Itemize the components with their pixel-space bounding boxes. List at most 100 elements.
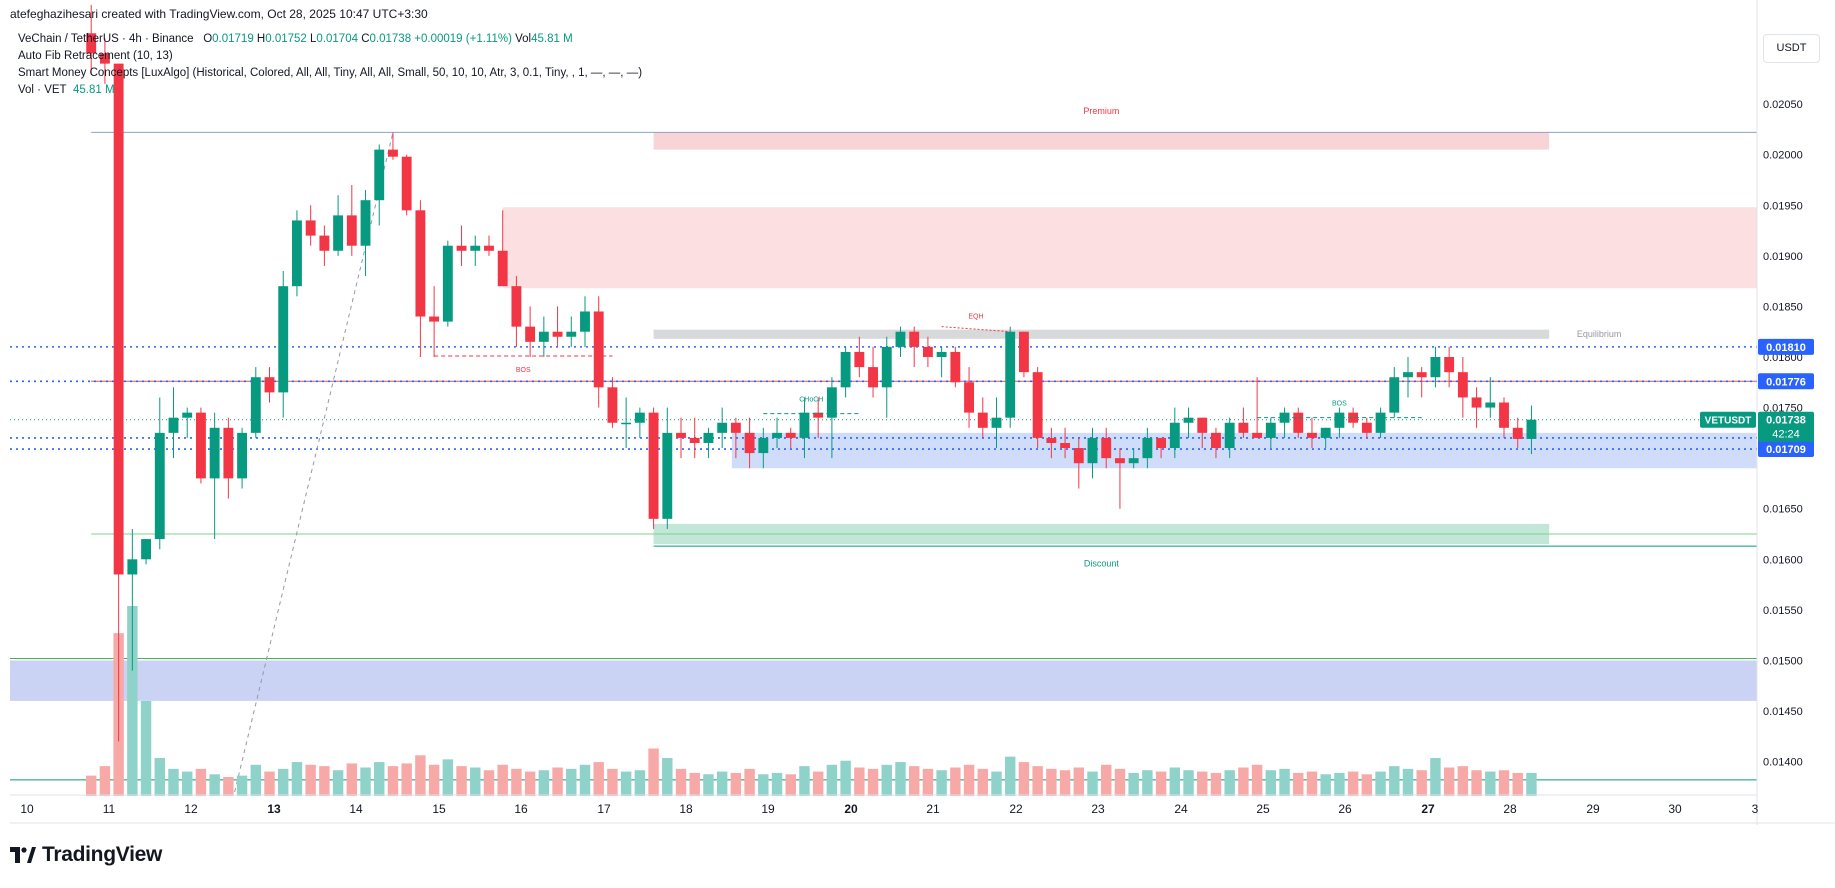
time-tick-label: 15 [432, 802, 446, 816]
volume-bar [223, 777, 234, 796]
volume-bar [1485, 771, 1496, 796]
symbol-title[interactable]: VeChain / TetherUS · 4h · Binance [18, 33, 194, 45]
volume-bar [675, 768, 687, 796]
candle-body [346, 215, 357, 246]
symbol-legend[interactable]: VeChain / TetherUS · 4h · Binance O0.017… [18, 33, 573, 45]
volume-bar [209, 774, 220, 796]
volume-bar [1293, 772, 1304, 796]
candle-body [1238, 422, 1249, 433]
candle-body [1348, 412, 1359, 423]
symbol-badge-label: VETUSDT [1705, 416, 1752, 427]
currency-button[interactable]: USDT [1763, 34, 1820, 63]
candle-body [264, 377, 275, 393]
volume-bar [662, 758, 673, 796]
candle-body [621, 422, 632, 425]
volume-bar [415, 755, 426, 796]
candle-body [593, 311, 604, 388]
demand-zone [731, 432, 1757, 469]
volume-bar [1073, 767, 1085, 796]
volume-bar [1265, 770, 1277, 796]
choch-label: CHoCH [799, 397, 823, 404]
candle-body [922, 346, 933, 357]
bos-label-bear: BOS [516, 367, 531, 374]
candle-body [1526, 419, 1537, 439]
volume-bar [1320, 774, 1331, 796]
candle-body [99, 53, 110, 64]
candle-body [319, 235, 330, 251]
time-tick-label: 30 [1668, 802, 1682, 816]
volume-bar [456, 766, 467, 796]
volume-bar [99, 766, 111, 796]
volume-bar [1306, 771, 1318, 796]
candle-body [785, 432, 796, 438]
volume-bar [854, 767, 865, 796]
time-tick-label: 25 [1256, 802, 1270, 816]
candle-body [333, 215, 344, 251]
candle-body [799, 412, 810, 438]
volume-bar [634, 770, 646, 796]
candle-body [86, 33, 97, 54]
candle-body [689, 437, 700, 443]
time-tick-label: 27 [1421, 802, 1435, 816]
time-tick-label: 20 [844, 802, 858, 816]
indicator-smc[interactable]: Smart Money Concepts [LuxAlgo] (Historic… [18, 67, 643, 79]
volume-bar [977, 768, 988, 796]
candle-body [1403, 372, 1413, 378]
candle-body [1265, 422, 1276, 438]
candle-body [1320, 427, 1331, 438]
candle-body [1224, 422, 1235, 449]
time-tick-label: 24 [1174, 802, 1188, 816]
volume-bar [1251, 764, 1263, 796]
candle-body [1046, 437, 1057, 443]
volume-bar [1334, 772, 1345, 796]
candle-body [1471, 397, 1482, 408]
volume-bar [1526, 772, 1537, 796]
candle-body [1444, 356, 1455, 373]
price-tick-label: 0.01400 [1763, 757, 1803, 769]
candle-body [1142, 437, 1153, 459]
countdown-label: 42:24 [1772, 429, 1800, 441]
volume-bar [1416, 770, 1427, 796]
close-label: C [361, 33, 370, 45]
price-tick-label: 0.01900 [1763, 251, 1803, 263]
candle-body [195, 412, 206, 479]
volume-bar [236, 775, 248, 796]
indicator-fib[interactable]: Auto Fib Retracement (10, 13) [18, 50, 173, 62]
candle-body [730, 422, 741, 433]
creator-line: atefeghazihesari created with TradingVie… [10, 7, 428, 21]
candle-body [182, 412, 193, 418]
volume-bar [1018, 762, 1030, 796]
volume-bar [85, 775, 97, 796]
volume-bar [950, 767, 961, 796]
volume-bar [620, 771, 632, 796]
volume-bar [1238, 767, 1249, 796]
candle-body [717, 422, 728, 433]
volume-bar [566, 768, 577, 796]
candle-body [484, 245, 494, 251]
candle-body [813, 412, 824, 418]
premium-label: Premium [1083, 106, 1119, 116]
volume-bar [346, 763, 358, 796]
candle-body [497, 250, 508, 287]
candle-body [772, 432, 782, 438]
price-tick-label: 0.01500 [1763, 655, 1803, 667]
current-price-label: 0.01738 [1766, 415, 1806, 427]
volume-bar [1155, 771, 1167, 796]
candle-body [1128, 458, 1139, 464]
indicator-volume[interactable]: Vol · VET 45.81 M [18, 84, 115, 96]
volume-bar [730, 772, 742, 796]
candle-body [360, 200, 371, 246]
price-level-badge [1758, 338, 1814, 355]
volume-bar [278, 768, 289, 796]
candle-body [209, 427, 220, 479]
tradingview-logo[interactable]: TradingView [10, 843, 162, 867]
low-value: 0.01704 [316, 33, 358, 45]
time-tick-label: 13 [267, 802, 281, 816]
volume-bar [689, 772, 700, 796]
volume-bar [771, 772, 783, 796]
open-value: 0.01719 [212, 33, 254, 45]
volume-bar [538, 770, 550, 796]
price-tick-label: 0.01950 [1763, 200, 1803, 212]
